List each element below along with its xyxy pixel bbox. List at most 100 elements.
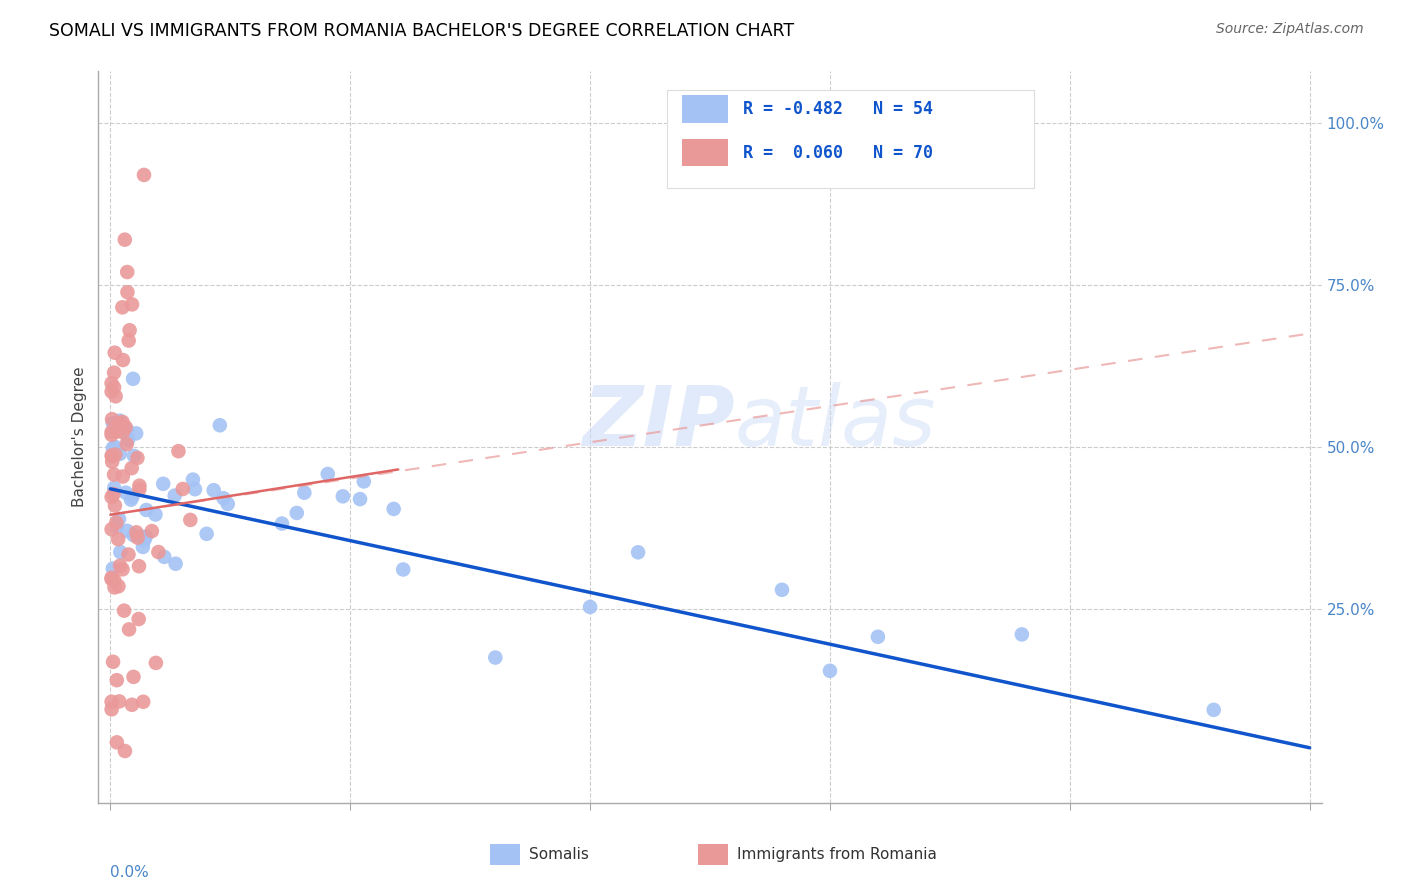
Point	[579, 599, 602, 614]
Point	[110, 545, 132, 559]
Point	[111, 301, 134, 315]
Point	[134, 533, 156, 547]
Point	[100, 490, 122, 504]
Point	[104, 499, 127, 513]
Point	[145, 656, 167, 670]
Point	[104, 448, 127, 462]
Point	[181, 473, 204, 487]
Point	[121, 698, 143, 712]
Point	[107, 532, 129, 546]
Point	[148, 545, 170, 559]
Point	[108, 447, 131, 461]
Point	[167, 444, 190, 458]
Y-axis label: Bachelor's Degree: Bachelor's Degree	[72, 367, 87, 508]
Point	[111, 425, 134, 440]
Point	[202, 483, 225, 498]
Point	[135, 529, 157, 543]
Point	[103, 380, 125, 394]
Point	[128, 612, 150, 626]
Point	[271, 516, 294, 531]
Point	[129, 529, 152, 543]
Point	[141, 524, 163, 538]
Point	[316, 467, 339, 481]
Point	[103, 487, 125, 501]
Point	[122, 449, 145, 463]
Point	[122, 372, 145, 386]
Point	[105, 735, 128, 749]
Text: Source: ZipAtlas.com: Source: ZipAtlas.com	[1216, 22, 1364, 37]
FancyBboxPatch shape	[682, 138, 728, 167]
Point	[104, 345, 127, 359]
Point	[627, 545, 650, 559]
Point	[285, 506, 308, 520]
Point	[108, 694, 131, 708]
Point	[132, 168, 155, 182]
Point	[118, 334, 141, 348]
Point	[107, 579, 129, 593]
Point	[105, 673, 128, 688]
Point	[818, 664, 841, 678]
Point	[100, 384, 122, 399]
Point	[122, 670, 145, 684]
Text: 0.0%: 0.0%	[111, 865, 149, 880]
Point	[121, 490, 143, 504]
Point	[100, 571, 122, 585]
Point	[101, 455, 124, 469]
Point	[103, 481, 125, 495]
Point	[104, 389, 127, 403]
Point	[114, 420, 136, 434]
Point	[184, 482, 207, 496]
Point	[111, 562, 134, 576]
Point	[770, 582, 793, 597]
Point	[101, 412, 124, 426]
Point	[125, 525, 148, 540]
Point	[104, 440, 127, 454]
Point	[100, 376, 122, 391]
Point	[108, 512, 131, 526]
Point	[484, 650, 506, 665]
Point	[195, 526, 218, 541]
Point	[103, 581, 125, 595]
Point	[121, 297, 143, 311]
Point	[117, 433, 139, 447]
Point	[114, 744, 136, 758]
FancyBboxPatch shape	[668, 90, 1035, 188]
Point	[118, 623, 141, 637]
Point	[108, 558, 131, 573]
FancyBboxPatch shape	[697, 845, 728, 865]
Point	[103, 574, 125, 588]
Point	[111, 469, 134, 483]
Point	[1011, 627, 1033, 641]
Point	[382, 502, 405, 516]
Point	[127, 531, 149, 545]
Point	[101, 561, 124, 575]
Point	[108, 414, 131, 428]
Point	[152, 476, 174, 491]
Point	[125, 426, 148, 441]
Point	[115, 265, 138, 279]
Point	[115, 524, 138, 538]
Point	[101, 416, 124, 430]
Point	[100, 572, 122, 586]
Point	[114, 233, 136, 247]
Text: R =  0.060   N = 70: R = 0.060 N = 70	[742, 144, 934, 161]
Point	[212, 491, 235, 506]
Point	[128, 478, 150, 492]
Point	[122, 528, 145, 542]
Point	[165, 557, 187, 571]
Point	[111, 415, 134, 429]
Point	[145, 508, 167, 522]
Point	[208, 418, 231, 433]
Point	[101, 441, 124, 455]
Point	[101, 450, 124, 464]
Point	[128, 559, 150, 574]
Point	[866, 630, 889, 644]
Text: Somalis: Somalis	[529, 847, 589, 862]
FancyBboxPatch shape	[682, 95, 728, 122]
Point	[1202, 703, 1225, 717]
Point	[100, 695, 122, 709]
Point	[128, 483, 150, 497]
Point	[392, 562, 415, 576]
Point	[118, 323, 141, 337]
Point	[153, 549, 176, 564]
